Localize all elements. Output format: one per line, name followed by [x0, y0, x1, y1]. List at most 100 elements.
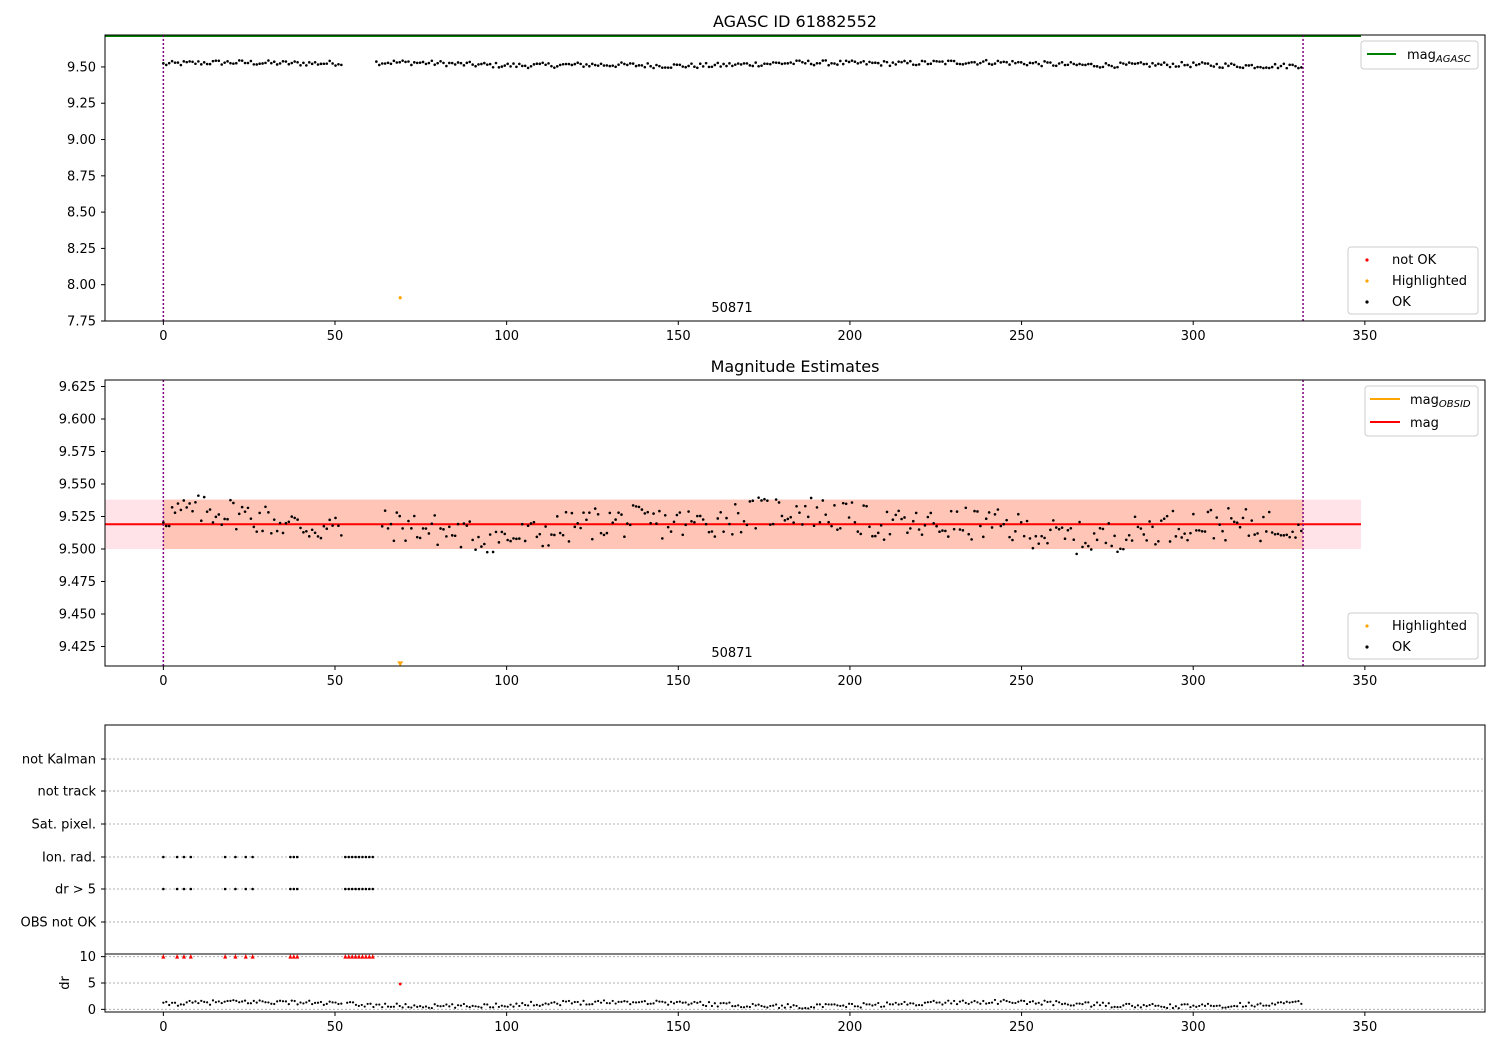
- ok-point: [725, 1002, 728, 1005]
- ok-point: [287, 62, 291, 66]
- ok-point: [1215, 1004, 1218, 1007]
- y-axis-label: dr: [58, 976, 73, 990]
- ok-point: [847, 1002, 851, 1005]
- legend-label: Highlighted: [1392, 274, 1467, 289]
- ok-point: [401, 59, 404, 62]
- ok-point: [731, 64, 734, 68]
- ok-point: [964, 1001, 967, 1004]
- ok-point: [906, 61, 909, 65]
- ok-point: [1203, 1004, 1207, 1007]
- dr-panel: 0 50 100 150 200 250 300 350 0 5 10 dr: [58, 950, 1486, 1035]
- ok-point: [165, 1000, 168, 1003]
- ok-point: [818, 1003, 821, 1006]
- ok-point: [202, 61, 206, 64]
- ok-point: [302, 1002, 305, 1005]
- ok-point: [643, 65, 647, 69]
- ok-point: [567, 540, 571, 543]
- x-tick-label: 50: [327, 1020, 344, 1035]
- ok-point: [996, 1002, 999, 1005]
- ok-point: [774, 498, 778, 501]
- ok-point: [278, 521, 282, 525]
- ok-point: [509, 65, 512, 68]
- ok-point: [792, 1004, 795, 1007]
- ok-point: [1098, 66, 1102, 69]
- agasc-magnitude-panel: AGASC ID 61882552 0 50 100 150 200 250 300 350 …: [67, 12, 1486, 344]
- ok-point: [240, 505, 244, 509]
- ok-point: [807, 1007, 810, 1010]
- ok-point: [281, 531, 285, 535]
- ok-point: [885, 1001, 889, 1004]
- ok-point: [938, 60, 941, 63]
- ok-point: [346, 1001, 349, 1004]
- ok-point: [1276, 532, 1280, 536]
- flag-point: [189, 855, 193, 859]
- ok-point: [952, 59, 956, 63]
- ok-point: [1119, 61, 1122, 64]
- ok-point: [801, 523, 804, 526]
- ok-point: [1212, 65, 1216, 68]
- ok-point: [897, 509, 900, 513]
- ok-point: [993, 62, 997, 65]
- ok-point: [1297, 999, 1300, 1003]
- ok-point: [698, 514, 702, 518]
- ok-point: [833, 1003, 836, 1006]
- ok-point: [197, 1001, 200, 1005]
- ok-point: [579, 526, 582, 530]
- ok-point: [1276, 1001, 1280, 1004]
- ok-point: [897, 60, 900, 63]
- capped-point: [370, 954, 375, 959]
- ok-point: [1113, 1005, 1116, 1008]
- ok-point: [307, 61, 311, 64]
- ok-point: [862, 504, 865, 507]
- ok-point: [1130, 62, 1134, 65]
- ok-point: [477, 535, 480, 539]
- ok-point: [1186, 63, 1189, 67]
- ok-point: [202, 495, 206, 499]
- ok-point: [667, 1003, 670, 1006]
- ok-point: [1297, 66, 1300, 70]
- ok-point: [766, 1006, 769, 1009]
- ok-point: [191, 509, 194, 513]
- ok-point: [179, 508, 183, 512]
- ok-point: [620, 513, 623, 516]
- ok-point: [293, 516, 296, 520]
- ok-point: [535, 1003, 538, 1006]
- ok-point: [1189, 65, 1192, 69]
- ok-point: [821, 59, 825, 62]
- ok-point: [1075, 63, 1078, 67]
- ok-point: [1221, 66, 1224, 69]
- ok-point: [841, 62, 845, 66]
- ok-point: [1028, 61, 1032, 65]
- capped-point: [360, 954, 365, 959]
- ok-point: [745, 1005, 749, 1008]
- ok-point: [419, 1005, 422, 1008]
- ok-point: [544, 63, 547, 67]
- flag-point: [162, 855, 165, 859]
- ok-point: [439, 59, 442, 63]
- ok-point: [1110, 64, 1113, 68]
- ok-point: [1017, 1000, 1020, 1003]
- ok-point: [237, 512, 241, 516]
- ok-point: [629, 1002, 632, 1006]
- ok-point: [824, 59, 828, 62]
- ok-point: [669, 1000, 673, 1003]
- ok-point: [707, 65, 711, 69]
- ok-point: [372, 1005, 375, 1009]
- ok-point: [360, 1003, 363, 1007]
- ok-point: [652, 1002, 655, 1005]
- highlighted-point: [398, 296, 402, 300]
- ok-point: [243, 61, 247, 65]
- ok-point: [1192, 1004, 1195, 1007]
- flag-point: [223, 855, 227, 859]
- ok-point: [681, 1001, 684, 1004]
- ok-point: [766, 499, 769, 502]
- capped-point: [346, 954, 351, 959]
- ok-point: [173, 61, 177, 64]
- ok-point: [675, 1000, 679, 1004]
- legend-subscript: AGASC: [1435, 54, 1471, 65]
- ok-point: [229, 999, 232, 1002]
- ok-point: [789, 515, 793, 519]
- ok-point: [798, 511, 801, 514]
- flag-point: [234, 855, 237, 859]
- ok-point: [258, 62, 261, 66]
